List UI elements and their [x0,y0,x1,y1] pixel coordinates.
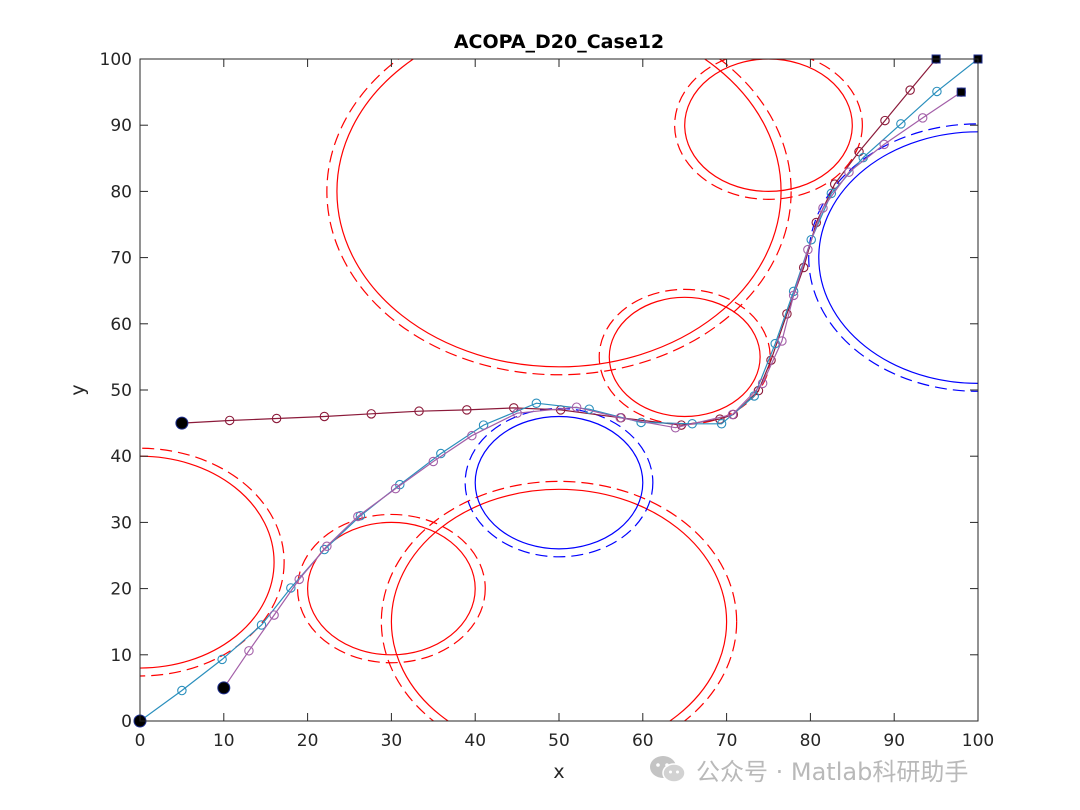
path-line-0 [181,59,937,426]
path-point-0 [319,411,330,422]
x-tick-label: 70 [716,731,738,751]
path-point-2 [467,430,477,441]
x-ticks: 0 10 20 30 40 50 60 70 80 90 100 [135,59,994,751]
path-point-2 [818,203,828,213]
path-point-1 [687,419,697,429]
path-line-1 [140,59,978,721]
path-point-2 [917,113,928,123]
path-point-0 [224,415,235,426]
path-point-1 [806,234,816,245]
x-tick-label: 80 [800,731,822,751]
x-tick-label: 20 [297,731,319,751]
path-point-2 [428,456,439,467]
x-tick-label: 30 [381,731,403,751]
obstacle-circle-5 [390,488,728,721]
path-point-2 [294,574,304,585]
y-tick-label: 100 [100,50,132,70]
obstacle-safety-boundary-1 [674,59,863,200]
y-tick-label: 90 [110,116,132,136]
path-point-1 [716,419,727,429]
x-tick-label: 100 [962,731,994,751]
obstacle-circle-6 [474,415,644,550]
path-point-2 [788,290,799,301]
y-tick-label: 30 [110,513,132,533]
y-tick-label: 10 [110,646,132,666]
path-point-1 [319,544,330,555]
plot-area [140,59,978,721]
y-tick-label: 70 [110,249,132,269]
path-point-1 [217,654,227,665]
path-line-2 [223,91,962,689]
path-point-2 [322,541,332,551]
obstacle-circle-4 [306,521,476,656]
y-tick-label: 50 [110,381,132,401]
path-point-1 [531,398,542,408]
obstacle-circle-7 [818,131,978,384]
path-point-2 [615,413,625,423]
path-point-0 [905,85,915,95]
x-tick-label: 10 [213,731,235,751]
path-point-1 [932,86,942,97]
path-point-0 [414,406,424,416]
obstacles-layer [140,59,978,721]
y-axis-label: y [67,384,89,395]
obstacle-circle-0 [336,59,782,368]
watermark: 公众号 · Matlab科研助手 [648,752,968,786]
obstacle-circle-3 [140,455,275,669]
path-point-1 [256,620,267,630]
wechat-icon [650,756,686,783]
path-point-2 [803,244,813,255]
path-point-2 [727,409,738,420]
path-point-2 [879,139,889,150]
path-point-2 [777,336,787,346]
path-point-0 [880,115,890,126]
path-point-2 [390,483,401,494]
start-marker-2 [217,681,231,695]
path-point-0 [366,409,377,419]
paths-layer [140,59,978,721]
x-tick-label: 60 [632,731,654,751]
path-point-2 [670,422,681,433]
y-tick-label: 60 [110,315,132,335]
y-tick-label: 80 [110,182,132,202]
obstacle-safety-boundary-4 [296,513,486,664]
obstacle-safety-boundary-3 [140,447,285,677]
chart-title: ACOPA_D20_Case12 [454,31,664,53]
y-tick-label: 20 [110,580,132,600]
obstacle-safety-boundary-0 [326,59,792,376]
y-ticks: 0 10 20 30 40 50 60 70 80 90 100 [100,50,978,732]
path-point-2 [571,402,582,412]
path-point-0 [271,413,282,424]
x-tick-label: 0 [135,731,146,751]
path-point-0 [462,405,472,415]
path-point-1 [770,338,780,349]
obstacle-circle-1 [684,59,853,192]
path-point-2 [757,378,768,389]
obstacle-safety-boundary-2 [598,288,771,426]
y-tick-label: 40 [110,447,132,467]
path-point-1 [177,685,187,696]
path-point-2 [269,610,279,620]
x-tick-label: 90 [883,731,905,751]
start-marker-0 [175,416,189,430]
y-tick-label: 0 [121,712,132,732]
goal-marker-2 [956,87,966,97]
obstacle-circle-2 [608,296,761,418]
obstacle-safety-boundary-5 [380,480,738,721]
x-tick-label: 50 [548,731,570,751]
x-axis-label: x [553,761,564,783]
path-point-1 [826,188,837,199]
watermark-text: 公众号 · Matlab科研助手 [696,757,969,786]
x-tick-label: 40 [464,731,486,751]
obstacle-safety-boundary-7 [808,123,978,392]
path-point-2 [244,646,254,656]
path-point-2 [512,408,522,418]
path-point-2 [353,511,363,522]
path-point-2 [844,167,854,177]
path-point-1 [896,119,906,129]
